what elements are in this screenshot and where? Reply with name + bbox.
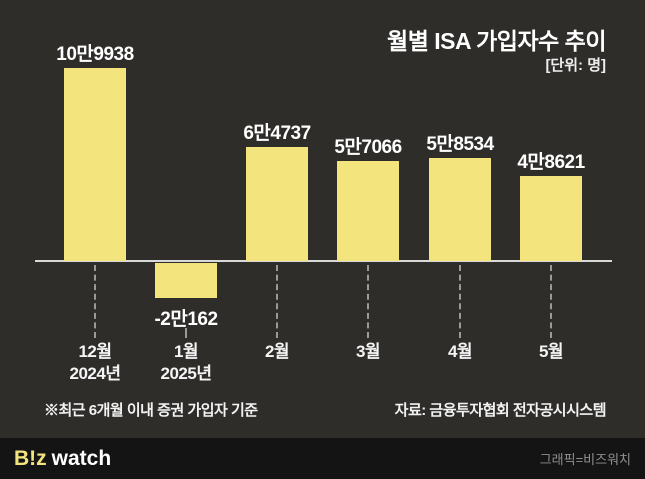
logo-watch-text: watch (51, 446, 112, 470)
bizwatch-logo: B!z watch (14, 447, 111, 471)
category-label: 2월 (264, 342, 290, 361)
footer-bar: B!z watch 그래픽=비즈워치 (0, 438, 645, 479)
category-label: 5월 (538, 342, 564, 361)
bar-value-label: 5만7066 (334, 137, 402, 158)
footnote-source: 자료: 금융투자협회 전자공시시스템 (394, 402, 607, 419)
category-label: 4월 (447, 342, 473, 361)
dash-leader-line (185, 328, 187, 338)
category-label: 3월 (355, 342, 381, 361)
bar-5 (429, 158, 491, 261)
bar-value-label: 5만8534 (426, 134, 494, 155)
bar-2 (155, 263, 217, 298)
dash-leader-line (459, 265, 461, 338)
category-label: 12월 2024년 (69, 342, 121, 383)
bar-6 (520, 176, 582, 261)
dash-leader-line (94, 265, 96, 338)
bar-value-label: -2만162 (154, 309, 218, 330)
dash-leader-line (550, 265, 552, 338)
zero-axis-line (35, 260, 612, 262)
chart-title: 월별 ISA 가입자수 추이 (387, 28, 606, 54)
bar-value-label: 6만4737 (243, 123, 311, 144)
graphic-credit: 그래픽=비즈워치 (539, 452, 631, 467)
bar-value-label: 4만8621 (517, 152, 585, 173)
bar-1 (64, 68, 126, 261)
footnote-basis: ※최근 6개월 이내 증권 가입자 기준 (44, 402, 258, 419)
dash-leader-line (367, 265, 369, 338)
category-label: 1월 2025년 (160, 342, 212, 383)
dash-leader-line (276, 265, 278, 338)
bar-4 (337, 161, 399, 261)
logo-biz-text: B!z (14, 446, 47, 470)
bar-3 (246, 147, 308, 261)
bar-value-label: 10만9938 (56, 44, 134, 65)
chart-unit-label: [단위: 명] (545, 57, 606, 74)
